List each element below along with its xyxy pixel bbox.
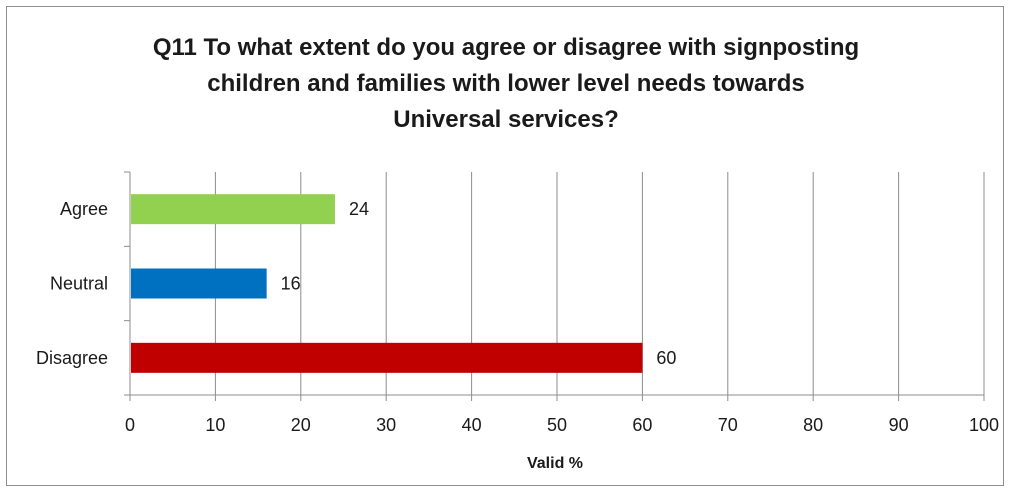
x-tick-label-40: 40 (462, 415, 482, 435)
chart-title-line-1: Q11 To what extent do you agree or disag… (152, 34, 860, 61)
x-tick-label-10: 10 (205, 415, 225, 435)
x-tick-label-70: 70 (718, 415, 738, 435)
x-axis-title: Valid % (527, 455, 583, 472)
chart-title-line-2: children and families with lower level n… (207, 70, 805, 97)
bar-neutral (131, 268, 267, 299)
x-tick-label-50: 50 (547, 415, 567, 435)
x-tick-label-90: 90 (889, 415, 909, 435)
category-label-agree: Agree (60, 199, 108, 219)
x-tick-label-100: 100 (969, 415, 999, 435)
chart-frame (6, 6, 1004, 486)
x-tick-label-80: 80 (803, 415, 823, 435)
x-tick-label-0: 0 (125, 415, 135, 435)
chart-title: Q11 To what extent do you agree or disag… (0, 30, 1012, 138)
category-label-neutral: Neutral (50, 274, 108, 294)
data-label-disagree: 60 (656, 348, 676, 368)
category-label-disagree: Disagree (36, 348, 108, 368)
x-tick-label-20: 20 (291, 415, 311, 435)
bar-disagree (131, 342, 643, 373)
x-tick-label-60: 60 (632, 415, 652, 435)
data-label-agree: 24 (349, 199, 369, 219)
data-label-neutral: 16 (281, 274, 301, 294)
x-tick-label-30: 30 (376, 415, 396, 435)
chart-title-line-3: Universal services? (393, 106, 619, 133)
bar-agree (131, 194, 335, 225)
